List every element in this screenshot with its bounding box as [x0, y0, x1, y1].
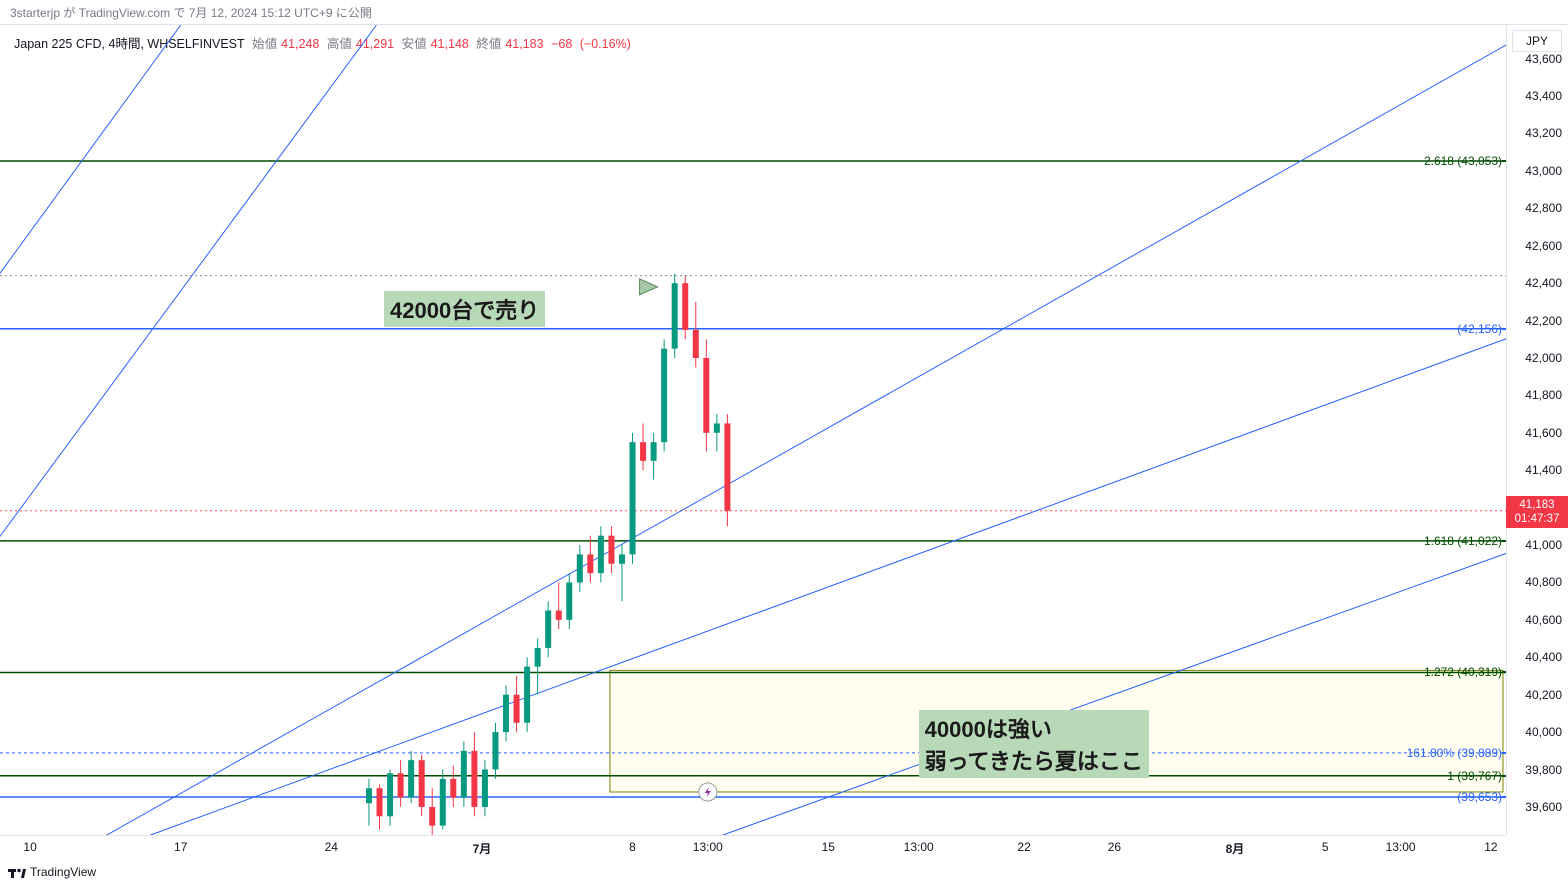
- time-tick: 17: [174, 840, 187, 854]
- price-tick: 41,800: [1525, 388, 1562, 402]
- price-tick: 42,400: [1525, 276, 1562, 290]
- price-tick: 43,600: [1525, 52, 1562, 66]
- fib-label: 1.618 (41,022): [1424, 534, 1502, 548]
- publish-header: 3starterjp が TradingView.com で 7月 12, 20…: [0, 0, 1568, 25]
- chart-area[interactable]: [0, 25, 1506, 835]
- price-tick: 42,600: [1525, 239, 1562, 253]
- price-tick: 41,400: [1525, 463, 1562, 477]
- price-tick: 42,200: [1525, 314, 1562, 328]
- price-axis[interactable]: 43,600 43,400 43,200 43,000 42,800 42,600 42,4…: [1506, 25, 1568, 835]
- fib-label: 2.618 (43,053): [1424, 154, 1502, 168]
- fib-label: 1.272 (40,319): [1424, 665, 1502, 679]
- price-tick: 43,200: [1525, 126, 1562, 140]
- price-tick: 40,800: [1525, 575, 1562, 589]
- tv-logo-icon: [8, 866, 26, 878]
- fib-label: (42,156): [1457, 322, 1502, 336]
- price-tick: 39,800: [1525, 763, 1562, 777]
- price-tick: 43,400: [1525, 89, 1562, 103]
- time-tick: 13:00: [904, 840, 934, 854]
- time-tick: 7月: [473, 840, 492, 857]
- time-tick: 13:00: [1386, 840, 1416, 854]
- publish-text: 3starterjp が TradingView.com で 7月 12, 20…: [10, 4, 372, 21]
- price-tick: 41,600: [1525, 426, 1562, 440]
- price-tick: 39,600: [1525, 800, 1562, 814]
- time-tick: 13:00: [693, 840, 723, 854]
- time-tick: 24: [325, 840, 338, 854]
- chart-annotation: 40000は強い弱ってきたら夏はここ: [919, 710, 1149, 778]
- time-tick: 22: [1017, 840, 1030, 854]
- time-tick: 26: [1108, 840, 1121, 854]
- time-tick: 5: [1322, 840, 1329, 854]
- fib-label: 161.80% (39,889): [1407, 746, 1502, 760]
- price-tick: 40,400: [1525, 650, 1562, 664]
- time-tick: 8月: [1226, 840, 1245, 857]
- time-tick: 12: [1484, 840, 1497, 854]
- fib-label: 1 (39,767): [1447, 769, 1502, 783]
- time-axis[interactable]: 10 17 24 7月 8 13:00 15 13:00 22 26 8月 5 13:00 12: [0, 835, 1506, 860]
- time-tick: 8: [629, 840, 636, 854]
- price-tick: 43,000: [1525, 164, 1562, 178]
- price-tick: 41,000: [1525, 538, 1562, 552]
- time-tick: 10: [23, 840, 36, 854]
- time-tick: 15: [822, 840, 835, 854]
- price-tick: 40,600: [1525, 613, 1562, 627]
- price-tick: 42,000: [1525, 351, 1562, 365]
- tradingview-logo: TradingView: [8, 865, 96, 879]
- current-price-badge: 41,18301:47:37: [1506, 496, 1568, 528]
- price-tick: 40,000: [1525, 725, 1562, 739]
- price-tick: 40,200: [1525, 688, 1562, 702]
- chart-annotation: 42000台で売り: [384, 291, 545, 327]
- fib-label: (39,653): [1457, 790, 1502, 804]
- footer-text: TradingView: [30, 865, 96, 879]
- chart-svg: [0, 25, 1506, 835]
- price-tick: 42,800: [1525, 201, 1562, 215]
